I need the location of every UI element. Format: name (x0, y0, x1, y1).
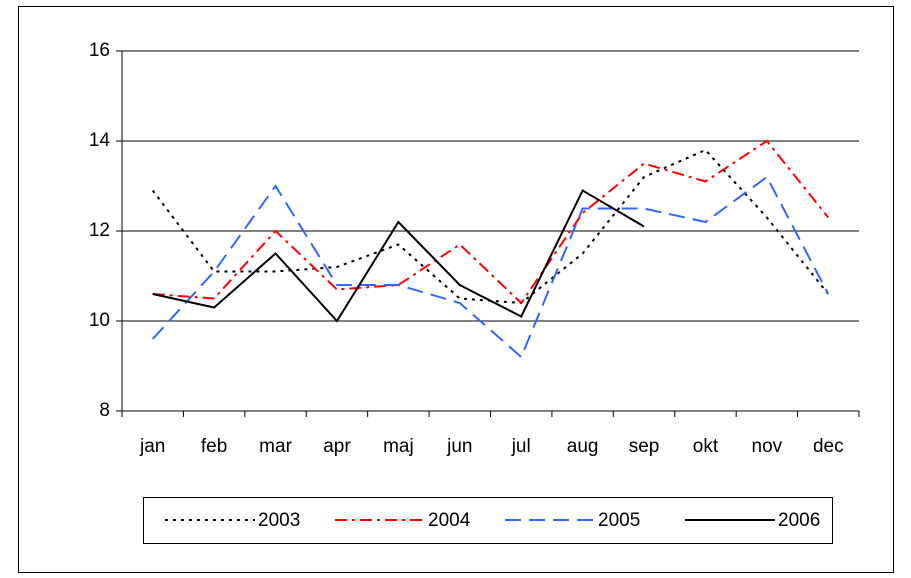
x-tick-label: jan (139, 436, 165, 457)
series-line (152, 189, 645, 323)
x-tick-label: feb (201, 436, 227, 457)
x-tick-label: okt (693, 436, 719, 457)
chart-border (18, 6, 894, 573)
legend-label: 2004 (428, 510, 471, 531)
x-tick-label: jun (446, 436, 472, 457)
y-tick-label: 12 (89, 220, 110, 241)
x-tick-label: mar (259, 436, 292, 457)
x-tick-label: nov (752, 436, 783, 457)
y-tick-label: 14 (89, 130, 111, 151)
x-tick-label: sep (629, 436, 660, 457)
y-tick-label: 8 (99, 400, 110, 421)
legend-label: 2005 (598, 510, 640, 531)
series-line (151, 175, 830, 359)
x-tick-label: apr (323, 436, 351, 457)
x-tick-label: maj (383, 436, 414, 457)
legend-label: 2003 (258, 510, 300, 531)
x-tick-label: jul (511, 436, 531, 457)
x-tick-label: aug (567, 436, 599, 457)
y-tick-label: 16 (89, 40, 110, 61)
legend-label: 2006 (778, 510, 820, 531)
y-tick-label: 10 (89, 310, 110, 331)
x-tick-label: dec (813, 436, 844, 457)
